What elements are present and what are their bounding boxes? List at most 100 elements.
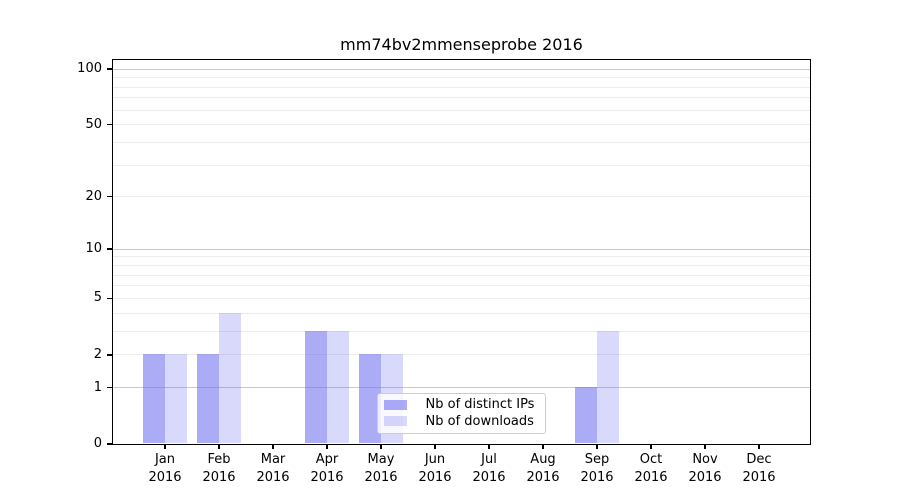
legend-item-distinct-ips: Nb of distinct IPs [383, 397, 537, 413]
y-tick-label-50: 50 [85, 116, 102, 132]
gridline-minor-30 [112, 164, 810, 166]
bar-s1-feb-2016 [218, 312, 241, 444]
x-tick-label-year: 2016 [148, 469, 182, 485]
bar-s0-sep-2016 [574, 387, 597, 444]
x-tick-label-year: 2016 [634, 469, 668, 485]
x-tick-oct-2016 [650, 444, 652, 449]
x-tick-label-year: 2016 [742, 469, 776, 485]
x-tick-label-year: 2016 [364, 469, 398, 485]
legend: Nb of distinct IPs Nb of downloads [376, 392, 546, 434]
bar-s1-jan-2016 [164, 354, 187, 444]
x-tick-label-oct-2016: Oct 2016 [621, 451, 681, 486]
x-tick-apr-2016 [326, 444, 328, 449]
gridline-minor-7 [112, 274, 810, 276]
x-tick-label-dec-2016: Dec 2016 [729, 451, 789, 486]
y-tick-20 [107, 195, 113, 198]
x-tick-sep-2016 [596, 444, 598, 449]
y-tick-label-10: 10 [85, 241, 102, 257]
x-tick-label-year: 2016 [418, 469, 452, 485]
y-tick-2 [107, 354, 113, 356]
gridline-minor-20 [112, 196, 810, 198]
y-tick-0 [107, 443, 113, 445]
x-tick-label-month: Feb [207, 452, 231, 467]
gridline-minor-80 [112, 86, 810, 88]
x-tick-label-year: 2016 [580, 469, 614, 485]
y-tick-1 [107, 386, 113, 389]
gridline-minor-40 [112, 141, 810, 143]
x-tick-jul-2016 [488, 444, 490, 449]
y-tick-10 [107, 248, 113, 250]
x-tick-label-month: Oct [639, 452, 663, 467]
x-tick-label-month: Sep [584, 452, 610, 467]
legend-label-distinct-ips: Nb of distinct IPs [425, 397, 535, 413]
gridline-minor-60 [112, 109, 810, 111]
y-tick-50 [107, 123, 113, 126]
x-tick-label-may-2016: May 2016 [351, 451, 411, 486]
legend-label-downloads: Nb of downloads [425, 413, 534, 429]
gridline-minor-3 [112, 330, 810, 332]
bar-s0-apr-2016 [304, 330, 327, 444]
x-tick-label-jul-2016: Jul 2016 [459, 451, 519, 486]
x-tick-label-year: 2016 [202, 469, 236, 485]
x-tick-label-aug-2016: Aug 2016 [513, 451, 573, 486]
x-tick-label-year: 2016 [688, 469, 722, 485]
x-tick-dec-2016 [758, 444, 760, 449]
bar-s1-apr-2016 [326, 330, 349, 444]
y-tick-label-100: 100 [77, 61, 102, 77]
plot-area: Nb of distinct IPs Nb of downloads [111, 58, 811, 445]
x-tick-label-month: May [367, 452, 395, 467]
y-tick-label-2: 2 [93, 346, 102, 362]
gridline-minor-50 [112, 124, 810, 126]
x-tick-label-jun-2016: Jun 2016 [405, 451, 465, 486]
gridline-minor-90 [112, 77, 810, 79]
gridline-minor-8 [112, 265, 810, 267]
legend-item-downloads: Nb of downloads [383, 413, 537, 429]
gridline-major-100 [112, 68, 810, 70]
gridline-minor-70 [112, 97, 810, 99]
x-tick-label-month: Apr [315, 452, 339, 467]
y-tick-label-5: 5 [93, 290, 102, 306]
y-tick-100 [107, 68, 113, 70]
x-tick-label-year: 2016 [472, 469, 506, 485]
bar-s1-sep-2016 [596, 330, 619, 444]
x-tick-label-month: Mar [260, 452, 286, 467]
x-tick-label-year: 2016 [310, 469, 344, 485]
x-tick-label-month: Dec [746, 452, 772, 467]
chart-title: mm74bv2mmenseprobe 2016 [340, 35, 583, 54]
gridline-minor-5 [112, 297, 810, 299]
y-tick-5 [107, 297, 113, 300]
x-tick-label-month: Jun [424, 452, 446, 467]
y-tick-label-20: 20 [85, 188, 102, 204]
x-tick-label-year: 2016 [256, 469, 290, 485]
legend-swatch-downloads [383, 416, 407, 427]
gridline-minor-6 [112, 285, 810, 287]
x-tick-nov-2016 [704, 444, 706, 449]
gridline-minor-4 [112, 312, 810, 314]
x-tick-label-jan-2016: Jan 2016 [135, 451, 195, 486]
legend-swatch-distinct-ips [383, 399, 407, 410]
x-tick-jan-2016 [164, 444, 166, 449]
x-tick-jun-2016 [434, 444, 436, 449]
x-tick-label-apr-2016: Apr 2016 [297, 451, 357, 486]
gridline-minor-9 [112, 256, 810, 258]
gridline-major-10 [112, 248, 810, 250]
y-tick-label-0: 0 [93, 436, 102, 451]
gridline-major-1 [112, 387, 810, 389]
x-tick-label-sep-2016: Sep 2016 [567, 451, 627, 486]
bar-s0-jan-2016 [142, 354, 165, 444]
bar-s0-may-2016 [358, 354, 381, 444]
x-tick-aug-2016 [542, 444, 544, 449]
x-tick-label-month: Nov [692, 452, 718, 467]
bar-s0-feb-2016 [196, 354, 219, 444]
x-tick-label-month: Aug [530, 452, 556, 467]
x-tick-mar-2016 [272, 444, 274, 449]
x-tick-label-feb-2016: Feb 2016 [189, 451, 249, 486]
y-tick-label-1: 1 [93, 379, 102, 395]
x-tick-feb-2016 [218, 444, 220, 449]
x-tick-label-month: Jan [154, 452, 176, 467]
gridline-minor-2 [112, 354, 810, 356]
x-tick-label-mar-2016: Mar 2016 [243, 451, 303, 486]
x-tick-label-nov-2016: Nov 2016 [675, 451, 735, 486]
x-tick-label-month: Jul [481, 452, 497, 467]
